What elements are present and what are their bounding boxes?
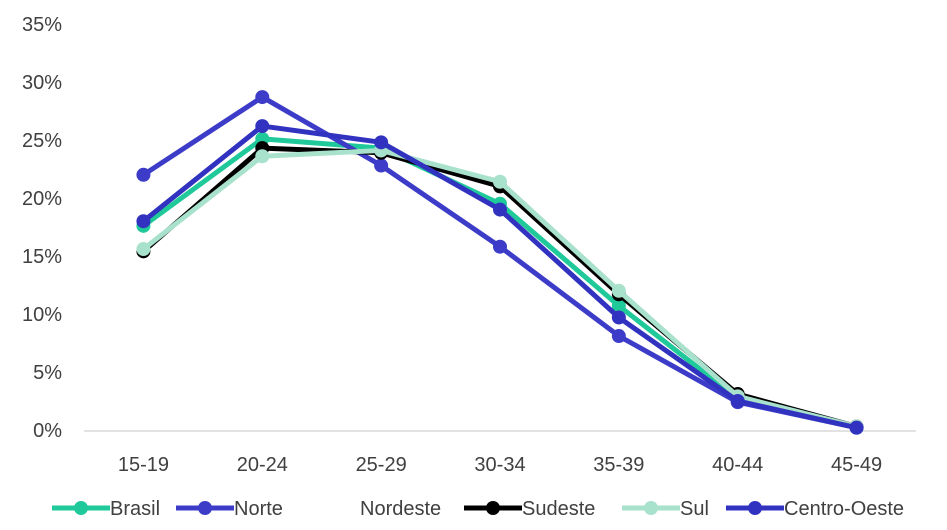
series-line	[140, 123, 860, 431]
x-tick-label: 30-34	[474, 454, 525, 476]
x-tick-label: 45-49	[831, 454, 882, 476]
x-tick-label: 15-19	[118, 454, 169, 476]
data-point	[493, 239, 507, 254]
x-tick-label: 35-39	[593, 454, 644, 476]
legend-label: Brasil	[110, 498, 160, 520]
y-tick-label: 15%	[22, 246, 62, 268]
legend-swatch-marker	[198, 501, 212, 515]
legend-item: Norte	[176, 498, 283, 520]
legend-swatch-marker	[748, 501, 762, 515]
data-point	[136, 242, 151, 257]
data-point	[611, 283, 626, 298]
legend-item: Sul	[622, 498, 709, 520]
y-tick-label: 30%	[22, 72, 62, 94]
legend-label: Sudeste	[522, 498, 595, 520]
legend-item: Sudeste	[464, 498, 595, 520]
data-point	[730, 394, 745, 408]
legend-item: Nordeste	[302, 498, 441, 520]
data-point	[255, 90, 270, 105]
legend-swatch-marker	[486, 501, 500, 515]
y-tick-label: 0%	[33, 420, 62, 442]
legend-label: Nordeste	[360, 498, 441, 520]
data-point	[611, 298, 626, 313]
data-point	[255, 149, 270, 164]
x-axis: 15-19 20-24 25-29 30-34 35-39 40-44 45-49	[118, 454, 882, 476]
y-tick-label: 35%	[22, 14, 62, 36]
legend: Brasil Norte Nordeste Sudeste Sul Centro-Oest…	[52, 498, 904, 520]
y-tick-label: 25%	[22, 130, 62, 152]
x-tick-label: 20-24	[237, 454, 288, 476]
y-tick-label: 20%	[22, 188, 62, 210]
data-point	[136, 167, 151, 182]
legend-swatch-marker	[324, 501, 338, 515]
legend-label: Centro-Oeste	[784, 498, 904, 520]
data-point	[255, 119, 270, 134]
legend-item: Centro-Oeste	[726, 498, 904, 520]
series-group	[136, 90, 864, 435]
data-point	[493, 174, 507, 189]
data-point	[611, 310, 626, 325]
legend-label: Sul	[680, 498, 709, 520]
y-tick-label: 10%	[22, 304, 62, 326]
x-tick-label: 40-44	[712, 454, 763, 476]
y-tick-label: 5%	[33, 362, 62, 384]
data-point	[136, 214, 151, 229]
data-point	[374, 158, 389, 173]
data-point	[374, 135, 389, 150]
legend-item: Brasil	[52, 498, 160, 520]
series-centro-oeste	[136, 119, 864, 435]
y-axis: 0% 5% 10% 15% 20% 25% 30% 35%	[22, 14, 62, 442]
series-sul	[136, 143, 864, 434]
legend-swatch-marker	[644, 501, 658, 515]
data-point	[493, 202, 507, 217]
data-point	[611, 329, 626, 344]
x-tick-label: 25-29	[356, 454, 407, 476]
legend-swatch-marker	[74, 501, 88, 515]
legend-label: Norte	[234, 498, 283, 520]
data-point	[849, 420, 864, 435]
